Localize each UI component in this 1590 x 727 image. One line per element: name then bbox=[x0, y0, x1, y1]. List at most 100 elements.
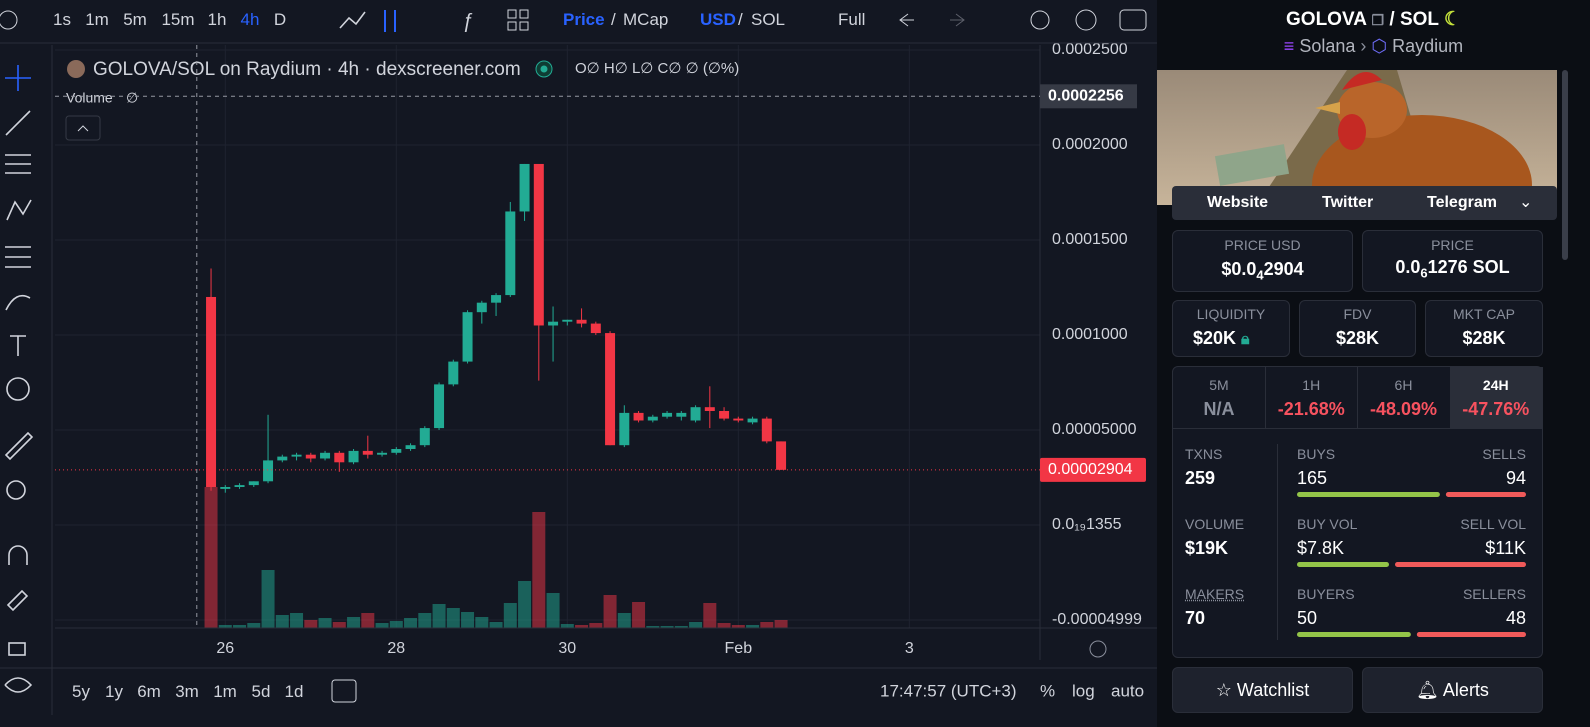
timeframe-tab[interactable]: 5M N/A bbox=[1173, 367, 1266, 429]
candle-body bbox=[619, 412, 630, 446]
crosshair-tool bbox=[5, 65, 31, 91]
link-button[interactable]: Telegram bbox=[1427, 194, 1497, 211]
screenshot-icon[interactable] bbox=[1119, 9, 1147, 31]
usd-toggle[interactable]: USD bbox=[700, 10, 736, 29]
interval-button[interactable]: 1h bbox=[207, 10, 227, 29]
volume-bar bbox=[575, 625, 589, 628]
watchlist-text: Watchlist bbox=[1236, 680, 1310, 700]
volume-bar bbox=[546, 593, 560, 628]
undo-icon[interactable] bbox=[899, 13, 914, 27]
volume-bar bbox=[603, 595, 617, 628]
y-tick-label: -0.00004999 bbox=[1052, 611, 1142, 628]
price-usd-card: PRICE USD $0.042904 bbox=[1172, 230, 1353, 292]
timeframe-tab[interactable]: 1H -21.68% bbox=[1265, 367, 1359, 429]
link-button[interactable]: Website bbox=[1207, 194, 1269, 211]
line-chart-icon[interactable] bbox=[339, 11, 366, 29]
templates-icon[interactable] bbox=[507, 9, 529, 31]
range-button[interactable]: 1m bbox=[213, 682, 237, 701]
interval-button[interactable]: 15m bbox=[161, 10, 195, 29]
alert-icon[interactable] bbox=[1030, 10, 1050, 30]
log-toggle[interactable]: log bbox=[1072, 681, 1095, 700]
tool-icons bbox=[4, 65, 34, 693]
candle-chart-icon[interactable] bbox=[384, 10, 396, 32]
candle-body bbox=[647, 416, 658, 421]
liquidity-card: LIQUIDITY $20K 🔒︎ bbox=[1172, 300, 1290, 357]
volume-bar bbox=[332, 622, 346, 628]
fdv: $28K bbox=[1335, 328, 1380, 348]
interval-button[interactable]: 1m bbox=[85, 10, 109, 29]
x-tick-label: 3 bbox=[905, 640, 914, 657]
alerts-button[interactable]: 🔔︎ Alerts bbox=[1362, 667, 1543, 713]
timeframe-tab[interactable]: 6H -48.09% bbox=[1357, 367, 1451, 429]
interval-button[interactable]: 1s bbox=[53, 10, 71, 29]
timeframe-change: -48.09% bbox=[1369, 399, 1438, 419]
base-symbol: GOLOVA bbox=[1286, 9, 1367, 30]
volume-bar bbox=[375, 623, 389, 628]
range-button[interactable]: 5y bbox=[72, 682, 90, 701]
interval-button[interactable]: 5m bbox=[123, 10, 147, 29]
mcap-toggle[interactable]: MCap bbox=[623, 10, 669, 29]
volume-bar bbox=[261, 570, 275, 628]
range-button[interactable]: 3m bbox=[175, 682, 199, 701]
volume-bar bbox=[760, 622, 774, 628]
volume: $19K bbox=[1185, 538, 1229, 558]
fdv-label: FDV bbox=[1343, 306, 1372, 322]
candle-body bbox=[519, 163, 530, 212]
candle-body bbox=[220, 487, 231, 489]
collapse-button[interactable] bbox=[65, 115, 101, 141]
indicator-icon[interactable]: ƒ bbox=[462, 10, 474, 32]
quote-symbol: SOL bbox=[1399, 9, 1439, 30]
sell-vol: $11K bbox=[1485, 538, 1526, 558]
interval-button[interactable]: D bbox=[273, 10, 287, 29]
add-symbol-icon[interactable] bbox=[0, 10, 18, 30]
buy-vol: $7.8K bbox=[1297, 538, 1345, 558]
timeframe-label: 1H bbox=[1302, 377, 1321, 393]
line-tool bbox=[5, 110, 31, 136]
percent-toggle[interactable]: % bbox=[1040, 681, 1055, 700]
volume-bar bbox=[204, 487, 218, 628]
volume-bars bbox=[204, 487, 788, 628]
ratio-bars bbox=[1297, 492, 1526, 637]
link-button[interactable]: Twitter bbox=[1322, 194, 1374, 211]
sell-ratio-bar bbox=[1395, 562, 1526, 567]
dex[interactable]: Raydium bbox=[1392, 36, 1464, 56]
candle-body bbox=[462, 312, 473, 362]
timeframe-label: 6H bbox=[1394, 377, 1413, 393]
range-button[interactable]: 1d bbox=[284, 682, 304, 701]
liquidity-label: LIQUIDITY bbox=[1196, 306, 1266, 322]
x-tick-label: 30 bbox=[558, 640, 576, 657]
y-tick-label: 0.0001500 bbox=[1052, 231, 1128, 248]
settings-icon[interactable] bbox=[1089, 640, 1107, 658]
volume-bar bbox=[617, 613, 631, 628]
links-caret[interactable]: ⌄ bbox=[1519, 194, 1533, 211]
date-range-icon[interactable] bbox=[331, 679, 357, 703]
lock-draw-tool bbox=[6, 589, 29, 612]
volume-bar bbox=[233, 625, 247, 628]
copy-icon[interactable]: ❐ bbox=[1371, 12, 1385, 28]
liquidity-value: $20K bbox=[1193, 328, 1237, 348]
sellers-label: SELLERS bbox=[1462, 586, 1526, 602]
volume-bar bbox=[689, 622, 703, 628]
pair-slash: / bbox=[1389, 9, 1395, 30]
timeframe-tab[interactable]: 24H -47.76% bbox=[1449, 367, 1543, 429]
mkt-cap-card: MKT CAP $28K bbox=[1425, 300, 1543, 357]
sol-toggle[interactable]: SOL bbox=[751, 10, 786, 29]
candles bbox=[206, 163, 787, 493]
price-zeros: 4 bbox=[1256, 267, 1264, 283]
chain[interactable]: Solana bbox=[1299, 36, 1356, 56]
volume-bar bbox=[275, 615, 289, 628]
price-toggle[interactable]: Price bbox=[563, 10, 605, 29]
range-button[interactable]: 1y bbox=[105, 682, 123, 701]
settings-icon[interactable] bbox=[1075, 9, 1097, 31]
volume-bar bbox=[404, 618, 418, 628]
candle-body bbox=[234, 485, 245, 488]
scrollbar bbox=[1562, 70, 1568, 260]
interval-button[interactable]: 4h bbox=[240, 10, 260, 29]
auto-toggle[interactable]: auto bbox=[1111, 681, 1144, 700]
watchlist-button[interactable]: ☆ Watchlist bbox=[1172, 667, 1353, 713]
volume-bar bbox=[717, 623, 731, 628]
range-button[interactable]: 5d bbox=[251, 682, 271, 701]
fullscreen-button[interactable]: Full bbox=[838, 10, 866, 29]
range-button[interactable]: 6m bbox=[137, 682, 161, 701]
x-tick-label: Feb bbox=[725, 640, 753, 657]
